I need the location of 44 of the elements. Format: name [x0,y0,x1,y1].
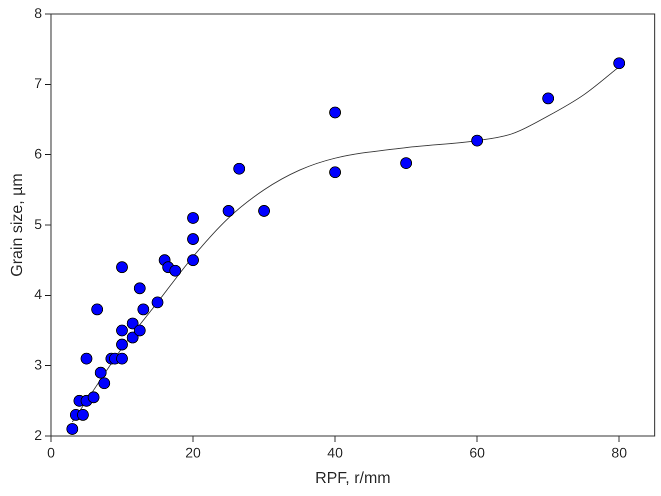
point [116,324,128,336]
point [126,332,139,344]
y-tick-label: 3 [34,356,42,373]
point [80,352,92,365]
y-tick-label: 5 [34,216,42,232]
point [137,304,150,316]
point [77,409,89,421]
y-tick-label: 7 [34,75,42,92]
point [258,205,270,217]
point [126,318,139,330]
point [94,366,107,379]
y-tick-label: 4 [34,286,42,302]
y-tick-label: 8 [34,4,42,21]
point [98,377,110,390]
point [116,261,128,274]
point [169,264,182,277]
point [88,391,100,404]
point [329,166,341,178]
x-tick-label: 80 [611,444,628,460]
point [542,92,554,104]
x-tick-label: 60 [469,444,486,460]
point [400,157,412,170]
point [222,205,234,217]
x-tick-label: 0 [47,444,56,460]
point [233,162,246,175]
point [152,296,164,308]
y-axis-title: Grain size, µm [9,173,26,277]
point [187,212,199,224]
x-tick-label: 40 [327,444,344,460]
point [134,324,146,336]
y-tick-label: 6 [34,146,42,162]
point [66,423,78,435]
point [116,352,128,365]
point [187,233,199,245]
point [329,106,341,118]
x-tick-label: 20 [185,444,202,460]
x-axis-title: RPF, r/mm [315,470,391,487]
y-tick-label: 2 [34,426,42,443]
point [613,57,626,70]
point [471,134,484,146]
point [134,282,146,294]
point [187,254,199,266]
point [91,304,104,316]
point [116,338,128,350]
